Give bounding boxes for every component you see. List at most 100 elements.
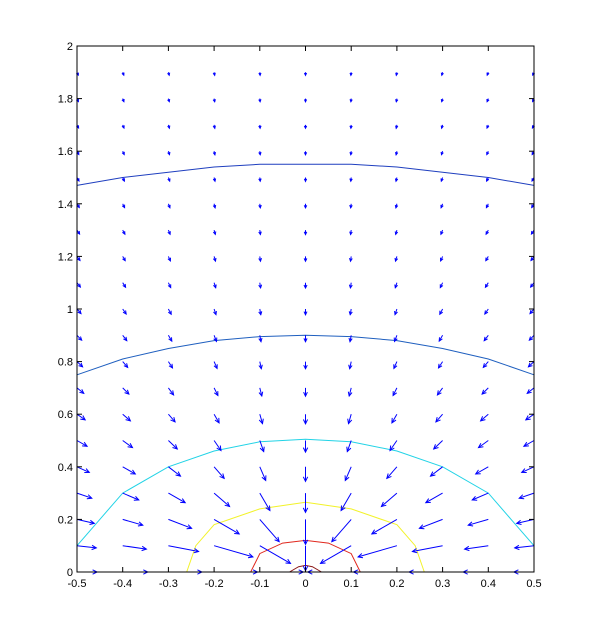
quiver-arrow [440, 151, 444, 156]
quiver-arrow [212, 98, 216, 103]
quiver-arrow [303, 361, 308, 370]
quiver-arrow [258, 308, 263, 316]
quiver-arrow [484, 282, 489, 289]
y-axis-ticks: 0 0.2 0.4 0.6 0.8 1 1.2 1.4 1.6 1.8 2 [58, 41, 534, 579]
quiver-arrows [75, 72, 536, 575]
quiver-arrow [167, 256, 171, 262]
quiver-arrow [212, 256, 217, 263]
quiver-arrow [302, 440, 309, 454]
quiver-arrow [121, 124, 125, 130]
quiver-arrow [380, 492, 398, 508]
quiver-arrow [259, 440, 265, 453]
quiver-arrow [463, 545, 489, 552]
quiver-arrow [394, 203, 399, 210]
quiver-arrow [213, 361, 218, 370]
quiver-arrow [76, 413, 87, 421]
quiver-arrow [167, 229, 171, 236]
quiver-arrow [303, 282, 308, 290]
quiver-arrow [167, 361, 174, 369]
quiver-arrow [394, 308, 398, 316]
quiver-arrow [440, 256, 444, 262]
quiver-arrow [121, 177, 125, 183]
quiver-arrow [303, 335, 308, 343]
quiver-arrow [479, 413, 489, 422]
quiver-arrow [212, 124, 216, 130]
quiver-arrow [258, 98, 262, 103]
quiver-arrow [303, 151, 308, 156]
quiver-arrow [348, 282, 353, 290]
quiver-arrow [122, 440, 134, 449]
quiver-arrow [76, 361, 84, 368]
quiver-arrow [259, 466, 267, 482]
quiver-arrow [167, 72, 171, 77]
quiver-arrow [213, 413, 220, 424]
quiver-arrow [482, 361, 489, 369]
quiver-arrow [524, 413, 535, 421]
quiver-arrow [76, 518, 96, 525]
y-tick-label: 0.6 [58, 409, 73, 421]
quiver-arrow [167, 124, 171, 130]
quiver-arrow [122, 282, 127, 289]
quiver-arrow [213, 518, 241, 535]
quiver-arrow [485, 229, 489, 236]
quiver-arrow [76, 387, 85, 395]
quiver-arrow [386, 466, 398, 480]
x-tick-label: -0.5 [68, 578, 87, 590]
quiver-arrow [394, 177, 399, 183]
quiver-arrow [122, 361, 129, 369]
quiver-arrow [486, 150, 490, 156]
quiver-arrow [349, 98, 353, 103]
quiver-arrow [440, 124, 444, 130]
quiver-arrow [349, 124, 353, 130]
quiver-arrow [258, 124, 262, 130]
quiver-arrow [319, 545, 352, 564]
quiver-arrow [213, 466, 225, 480]
quiver-arrow [167, 177, 171, 183]
quiver-arrow [167, 387, 175, 396]
quiver-arrow [303, 72, 308, 77]
quiver-arrow [258, 230, 262, 236]
quiver-arrow [440, 72, 444, 77]
quiver-arrow [395, 151, 399, 156]
quiver-arrow [348, 308, 353, 316]
quiver-arrow [168, 413, 176, 423]
quiver-arrow [348, 361, 353, 370]
quiver-arrow [344, 466, 352, 482]
quiver-arrow [258, 177, 262, 183]
quiver-arrow [513, 544, 535, 551]
quiver-arrow [395, 72, 399, 77]
quiver-arrow [529, 282, 535, 288]
quiver-arrow [258, 387, 264, 398]
quiver-arrow [485, 203, 490, 209]
quiver-arrow [168, 440, 179, 450]
quiver-arrow [122, 387, 130, 395]
quiver-arrow [303, 387, 308, 398]
quiver-arrow [167, 308, 172, 316]
quiver-arrow [122, 492, 140, 501]
quiver-arrow [520, 466, 535, 473]
quiver-arrow [349, 203, 353, 210]
quiver-arrow [393, 335, 398, 343]
quiver-arrow [474, 466, 489, 475]
x-tick-label: 0.3 [435, 578, 450, 590]
quiver-arrow [168, 492, 187, 504]
quiver-arrow [213, 282, 217, 289]
quiver-arrow [168, 518, 193, 530]
x-tick-label: 0.4 [481, 578, 496, 590]
x-tick-label: 0 [302, 578, 308, 590]
quiver-arrow [121, 72, 125, 77]
quiver-arrow [258, 256, 262, 263]
quiver-arrow [393, 361, 398, 370]
x-tick-label: -0.3 [159, 578, 178, 590]
quiver-arrow [527, 361, 535, 368]
quiver-arrow [471, 492, 489, 501]
quiver-arrow [76, 544, 98, 551]
quiver-arrow [347, 387, 353, 398]
quiver-arrow [303, 256, 308, 263]
quiver-arrow [213, 335, 218, 343]
quiver-arrow [212, 177, 217, 183]
quiver-arrow [259, 519, 280, 543]
quiver-arrow [518, 492, 535, 500]
quiver-arrow [302, 493, 309, 514]
quiver-arrow [168, 545, 200, 554]
